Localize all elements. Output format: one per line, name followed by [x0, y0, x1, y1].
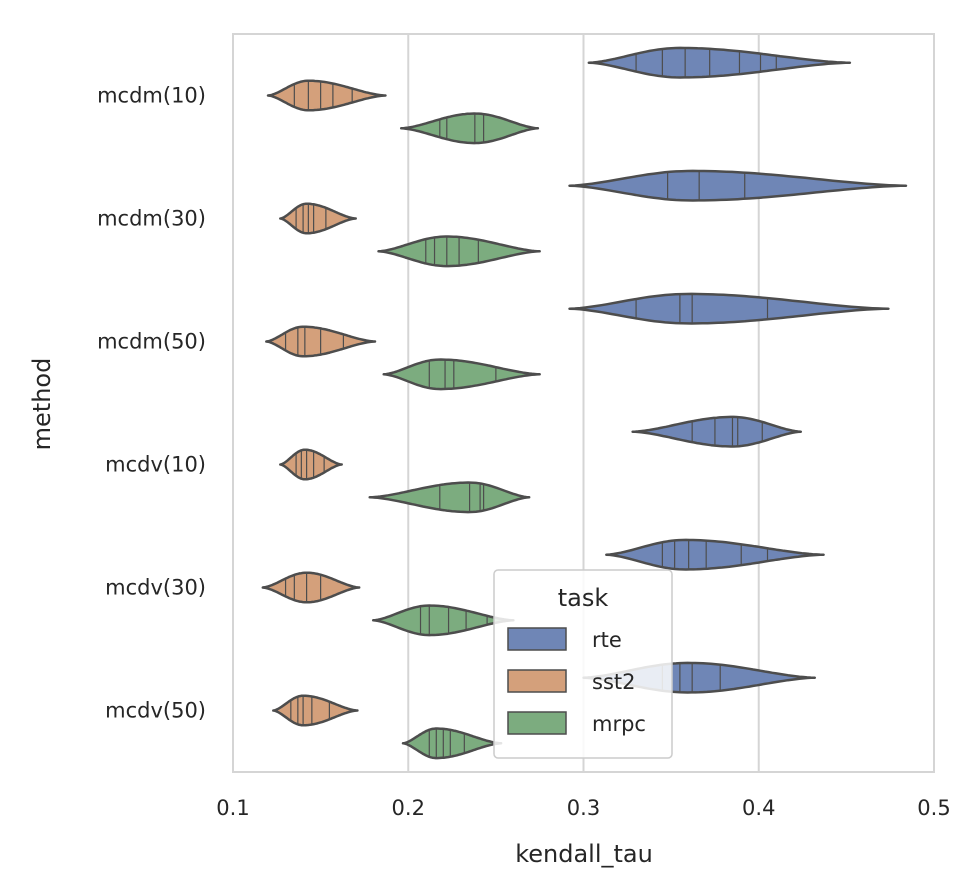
violin-mrpc-mcdm(50)	[382, 358, 541, 391]
violin-mrpc-mcdm(30)	[377, 235, 541, 268]
violin-body	[631, 415, 803, 448]
y-tick-label: mcdm(50)	[97, 330, 206, 354]
violin-rte-mcdv(30)	[605, 538, 825, 571]
x-tick-label: 0.5	[917, 796, 950, 820]
y-tick-label: mcdm(10)	[97, 84, 206, 108]
violin-body	[399, 112, 540, 145]
violin-mrpc-mcdv(10)	[368, 481, 531, 514]
violin-mrpc-mcdm(10)	[399, 112, 540, 145]
legend-label-sst2: sst2	[592, 670, 635, 694]
x-tick-label: 0.2	[392, 796, 425, 820]
y-tick-label: mcdv(30)	[105, 576, 206, 600]
x-tick-label: 0.4	[742, 796, 775, 820]
violin-rte-mcdv(10)	[631, 415, 803, 448]
violin-body	[266, 79, 387, 112]
legend: task rte sst2 mrpc	[493, 569, 673, 759]
violin-body	[587, 46, 852, 79]
legend-swatch-rte	[507, 627, 567, 651]
legend-items: rte sst2 mrpc	[507, 627, 646, 736]
violin-rte-mcdm(30)	[568, 169, 908, 202]
violin-body	[568, 169, 908, 202]
plot-frame	[232, 33, 935, 773]
x-tick-label: 0.3	[567, 796, 600, 820]
legend-title: task	[558, 584, 609, 612]
y-tick-label: mcdv(10)	[105, 453, 206, 477]
y-axis-title: method	[28, 358, 56, 451]
violin-body	[279, 202, 357, 235]
violin-body	[568, 292, 890, 325]
legend-swatch-mrpc	[507, 711, 567, 735]
violin-body	[371, 604, 515, 637]
violin-body	[382, 358, 541, 391]
x-tick-label: 0.1	[216, 796, 249, 820]
legend-swatch-sst2	[507, 669, 567, 693]
legend-frame	[493, 569, 673, 759]
violin-sst2-mcdm(30)	[279, 202, 357, 235]
violin-sst2-mcdv(30)	[261, 571, 361, 604]
y-tick-label: mcdm(30)	[97, 207, 206, 231]
violin-rte-mcdm(50)	[568, 292, 890, 325]
violin-sst2-mcdv(10)	[279, 448, 343, 481]
legend-label-mrpc: mrpc	[592, 712, 646, 736]
violin-body	[261, 571, 361, 604]
violin-body	[279, 448, 343, 481]
violin-body	[368, 481, 531, 514]
x-axis-title: kendall_tau	[515, 840, 653, 868]
violin-rte-mcdm(10)	[587, 46, 852, 79]
y-tick-label: mcdv(50)	[105, 699, 206, 723]
violin-sst2-mcdv(50)	[272, 694, 359, 727]
violin-body	[272, 694, 359, 727]
legend-label-rte: rte	[592, 628, 622, 652]
violin-body	[605, 538, 825, 571]
violin-sst2-mcdm(50)	[265, 325, 377, 358]
violin-sst2-mcdm(10)	[266, 79, 387, 112]
violin-body	[401, 727, 503, 760]
y-tick-labels: mcdm(10) mcdm(30) mcdm(50) mcdv(10) mcdv(30)…	[97, 84, 206, 723]
x-tick-labels: 0.1 0.2 0.3 0.4 0.5	[216, 796, 950, 820]
violin-mrpc-mcdv(30)	[371, 604, 515, 637]
violin-mrpc-mcdv(50)	[401, 727, 503, 760]
